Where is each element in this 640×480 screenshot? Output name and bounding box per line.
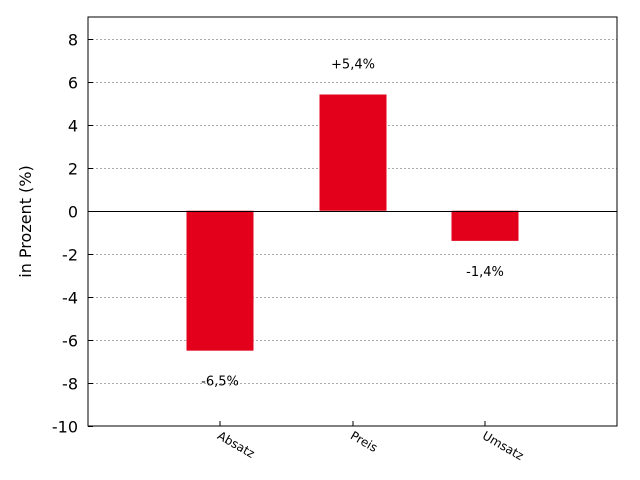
bar: [186, 210, 254, 351]
data-label: -1,4%: [466, 265, 504, 280]
y-tick-label: -8: [62, 375, 78, 394]
plot-frame: [87, 16, 618, 427]
bar: [319, 94, 387, 211]
y-tick-label: 4: [68, 117, 78, 136]
x-axis-ticks: Absatz Preis Umsatz: [215, 421, 526, 463]
x-tick-label: Umsatz: [480, 428, 526, 463]
y-tick-label: 8: [68, 31, 78, 50]
y-axis-ticks: 8 6 4 2 0 -2 -4 -6 -8 -10: [52, 31, 93, 437]
data-labels: -6,5% +5,4% -1,4%: [201, 57, 504, 389]
bar: [451, 210, 519, 241]
y-tick-label: -2: [62, 246, 78, 265]
bars: [186, 94, 519, 351]
y-tick-label: -6: [62, 332, 78, 351]
data-label: +5,4%: [331, 57, 375, 72]
y-tick-label: 2: [68, 160, 78, 179]
y-tick-label: 0: [68, 203, 78, 222]
x-tick-label: Preis: [348, 428, 380, 454]
y-tick-label: 6: [68, 74, 78, 93]
y-tick-label: -10: [52, 418, 78, 437]
y-tick-label: -4: [62, 289, 78, 308]
x-tick-label: Absatz: [215, 428, 257, 460]
y-axis-title: in Prozent (%): [16, 165, 35, 277]
data-label: -6,5%: [201, 375, 239, 390]
